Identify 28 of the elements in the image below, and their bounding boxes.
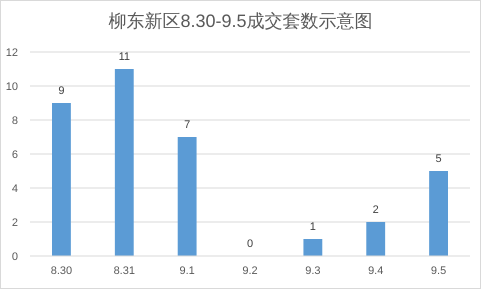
y-tick-label: 4 bbox=[12, 183, 18, 195]
data-label: 2 bbox=[372, 204, 379, 216]
bar bbox=[303, 239, 322, 256]
bar bbox=[366, 222, 386, 256]
bar bbox=[114, 69, 134, 256]
data-label: 5 bbox=[436, 153, 442, 165]
x-tick-label: 8.31 bbox=[114, 265, 135, 277]
x-tick-label: 9.1 bbox=[179, 265, 195, 277]
data-label: 11 bbox=[118, 51, 130, 63]
x-tick-label: 9.5 bbox=[430, 265, 446, 277]
x-tick-label: 9.3 bbox=[305, 265, 321, 277]
bar bbox=[429, 171, 448, 256]
y-tick-label: 10 bbox=[6, 81, 18, 93]
x-tick-label: 9.4 bbox=[368, 265, 384, 277]
data-label: 7 bbox=[184, 119, 190, 131]
y-tick-label: 8 bbox=[12, 115, 18, 127]
x-tick-label: 9.2 bbox=[242, 265, 258, 277]
bar bbox=[178, 137, 197, 256]
y-tick-label: 6 bbox=[12, 149, 18, 161]
y-tick-label: 12 bbox=[6, 47, 18, 59]
data-label: 1 bbox=[310, 221, 316, 233]
y-tick-label: 0 bbox=[12, 251, 18, 263]
data-label: 9 bbox=[58, 85, 64, 97]
chart-title: 柳东新区8.30-9.5成交套数示意图 bbox=[108, 11, 373, 31]
x-tick-label: 8.30 bbox=[50, 265, 72, 277]
bar bbox=[52, 103, 71, 256]
y-tick-label: 2 bbox=[12, 217, 18, 229]
data-label: 0 bbox=[246, 238, 254, 250]
